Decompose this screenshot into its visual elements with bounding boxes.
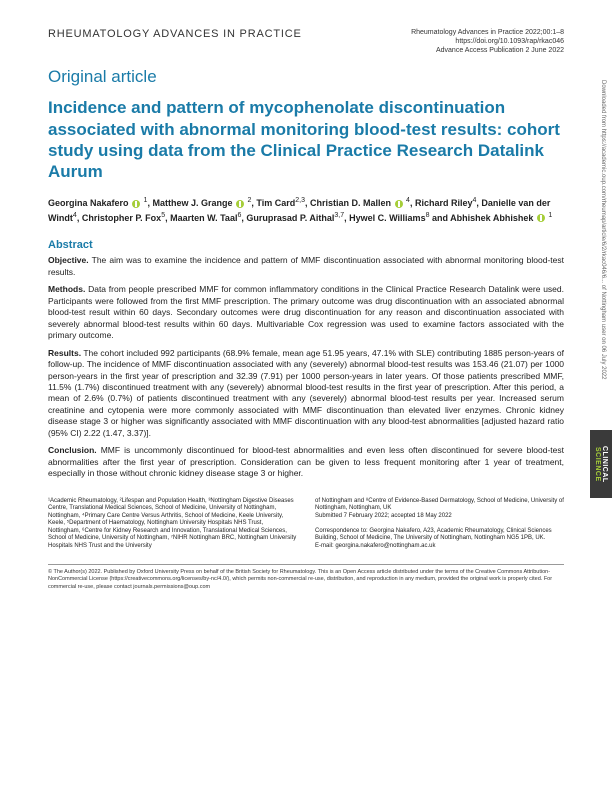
affiliations-right: of Nottingham and ⁸Centre of Evidence-Ba…	[315, 498, 564, 551]
results-label: Results.	[48, 348, 81, 358]
header-row: RHEUMATOLOGY ADVANCES IN PRACTICE Rheuma…	[48, 28, 564, 55]
download-watermark: Downloaded from https://academic.oup.com…	[600, 80, 606, 580]
affiliations-left: ¹Academic Rheumatology, ²Lifespan and Po…	[48, 498, 297, 551]
journal-name: RHEUMATOLOGY ADVANCES IN PRACTICE	[48, 28, 302, 40]
conclusion-label: Conclusion.	[48, 445, 97, 455]
abstract-objective: Objective. The aim was to examine the in…	[48, 255, 564, 278]
objective-label: Objective.	[48, 255, 89, 265]
article-type: Original article	[48, 67, 564, 87]
copyright-footer: © The Author(s) 2022. Published by Oxfor…	[48, 564, 564, 590]
affiliations: ¹Academic Rheumatology, ²Lifespan and Po…	[48, 498, 564, 551]
citation: Rheumatology Advances in Practice 2022;0…	[411, 28, 564, 37]
author-list: Georgina Nakafero 1, Matthew J. Grange 2…	[48, 196, 564, 225]
orcid-icon	[236, 200, 244, 208]
orcid-icon	[132, 200, 140, 208]
header-meta: Rheumatology Advances in Practice 2022;0…	[411, 28, 564, 55]
doi[interactable]: https://doi.org/10.1093/rap/rkac046	[411, 37, 564, 46]
orcid-icon	[537, 214, 545, 222]
article-title: Incidence and pattern of mycophenolate d…	[48, 97, 564, 182]
abstract-heading: Abstract	[48, 239, 564, 251]
abstract-results: Results. The cohort included 992 partici…	[48, 348, 564, 440]
abstract-conclusion: Conclusion. MMF is uncommonly discontinu…	[48, 445, 564, 479]
results-text: The cohort included 992 participants (68…	[48, 348, 564, 438]
methods-text: Data from people prescribed MMF for comm…	[48, 284, 564, 340]
conclusion-text: MMF is uncommonly discontinued for blood…	[48, 445, 564, 478]
orcid-icon	[395, 200, 403, 208]
objective-text: The aim was to examine the incidence and…	[48, 255, 564, 276]
abstract-methods: Methods. Data from people prescribed MMF…	[48, 284, 564, 341]
methods-label: Methods.	[48, 284, 85, 294]
pub-date: Advance Access Publication 2 June 2022	[411, 46, 564, 55]
